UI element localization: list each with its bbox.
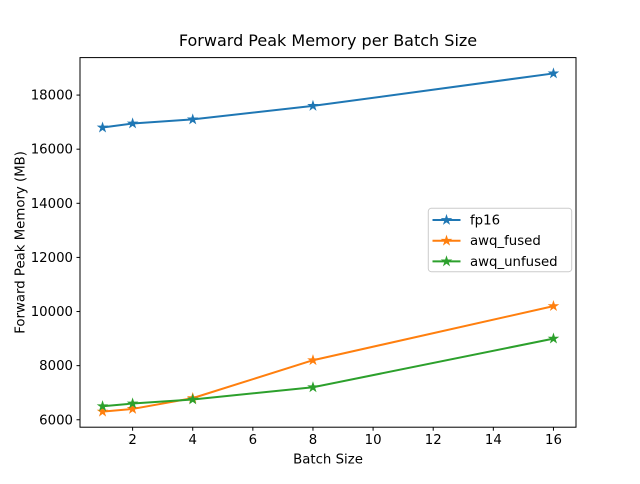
series-fp16 xyxy=(96,67,560,133)
y-tick-label: 10000 xyxy=(31,305,73,320)
legend-box xyxy=(427,207,573,273)
y-axis-label: Forward Peak Memory (MB) xyxy=(14,151,29,334)
data-point-marker xyxy=(126,402,139,414)
data-point-marker xyxy=(186,393,199,405)
series-awq_fused xyxy=(96,300,560,417)
data-point-marker xyxy=(307,99,319,111)
x-tick-label: 6 xyxy=(249,433,257,448)
data-point-marker xyxy=(307,354,319,366)
x-tick-label: 10 xyxy=(365,433,382,448)
data-point-marker xyxy=(547,67,560,79)
chart-title: Forward Peak Memory per Batch Size xyxy=(179,31,477,50)
y-tick-label: 16000 xyxy=(31,143,73,158)
plot-area: 2 4 6 8 10 12 14 16 6000 8000 10000 12000 14000 16000… xyxy=(31,57,577,448)
x-tick-label: 16 xyxy=(545,433,562,448)
legend-marker-icon xyxy=(440,213,453,225)
legend-label: fp16 xyxy=(470,214,500,229)
data-point-marker xyxy=(307,381,319,393)
data-point-marker xyxy=(547,300,560,312)
data-point-marker xyxy=(186,113,199,125)
y-ticks: 6000 8000 10000 12000 14000 16000 18000 xyxy=(31,89,80,428)
x-ticks: 2 4 6 8 10 12 14 16 xyxy=(128,427,562,448)
y-tick-label: 12000 xyxy=(31,251,73,266)
data-point-marker xyxy=(547,332,560,344)
legend-item-awq_fused: awq_fused xyxy=(432,234,541,249)
y-tick-label: 18000 xyxy=(31,89,73,104)
legend: fp16 awq_fused awq_unfused xyxy=(427,207,573,273)
series-line-fp16 xyxy=(102,72,554,129)
y-tick-label: 6000 xyxy=(39,413,73,428)
data-point-marker xyxy=(126,117,139,129)
data-point-marker xyxy=(96,121,109,133)
x-tick-label: 12 xyxy=(425,433,442,448)
legend-marker-icon xyxy=(440,255,453,267)
legend-label: awq_fused xyxy=(470,234,541,249)
x-tick-label: 2 xyxy=(128,433,136,448)
x-axis-label: Batch Size xyxy=(293,453,363,468)
legend-marker-icon xyxy=(440,234,453,246)
x-tick-label: 14 xyxy=(485,433,502,448)
legend-label: awq_unfused xyxy=(470,255,558,270)
y-tick-label: 8000 xyxy=(39,359,73,374)
data-point-marker xyxy=(96,400,109,412)
x-tick-label: 4 xyxy=(188,433,196,448)
series-line-awq_unfused xyxy=(102,337,554,408)
data-point-marker xyxy=(96,405,109,417)
data-point-marker xyxy=(126,397,139,409)
series-line-awq_fused xyxy=(102,305,554,413)
legend-item-awq_unfused: awq_unfused xyxy=(432,255,558,270)
axes-frame xyxy=(79,57,577,428)
x-tick-label: 8 xyxy=(309,433,317,448)
legend-item-fp16: fp16 xyxy=(432,213,500,229)
series-awq_unfused xyxy=(96,332,560,412)
y-tick-label: 14000 xyxy=(31,197,73,212)
